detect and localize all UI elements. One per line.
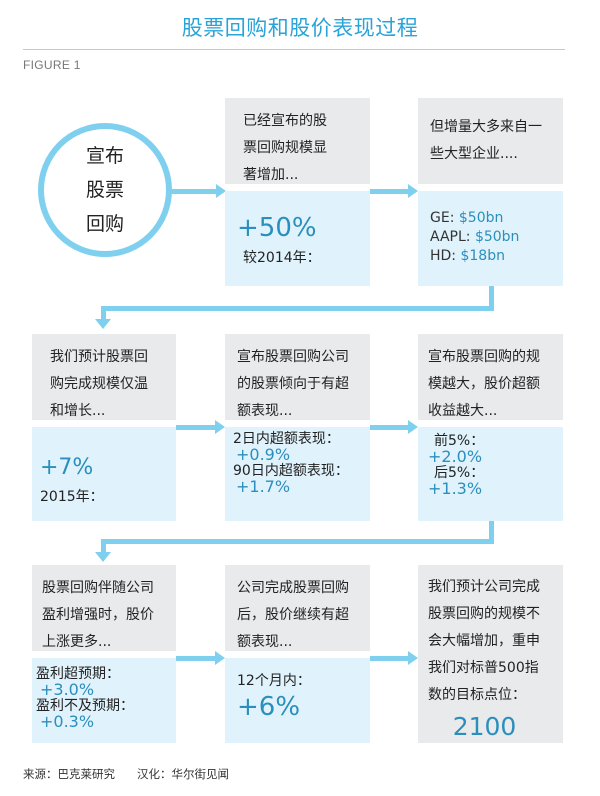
figure-label: FIGURE 1 (23, 58, 81, 72)
step-description-box: 我们预计股票回 购完成规模仅温 和增长... (32, 334, 176, 420)
step-desc-line: 些大型企业.... (430, 146, 518, 162)
step-description-box: 公司完成股票回购 后，股价继续有超 额表现... (225, 565, 370, 651)
step-desc-line: 盈利增强时，股价 (42, 607, 154, 623)
connector-line (370, 189, 408, 194)
connector-line (176, 425, 216, 430)
step-desc-line: 股票回购的规模不 (428, 606, 540, 622)
metric-value: +0.9% (236, 445, 291, 464)
conclusion-box: 我们预计公司完成 股票回购的规模不 会大幅增加，重申 我们对标普500指 数的目… (418, 565, 563, 743)
connector-line (101, 306, 106, 320)
step-desc-line: 额表现... (237, 634, 293, 650)
company-value: $18bn (460, 248, 505, 264)
company-label: AAPL: (430, 229, 475, 245)
step-value-label: 较2014年： (243, 250, 321, 266)
step-desc-line: 购完成规模仅温 (50, 376, 148, 392)
arrow-right-icon (215, 651, 225, 665)
source-footer: 来源：巴克莱研究 汉化：华尔街见闻 (23, 766, 229, 782)
connector-line (166, 189, 216, 194)
step-value-box: 2日内超额表现： +0.9% 90日内超额表现： +1.7% (225, 427, 370, 521)
step-desc-line: 已经宣布的股 (243, 113, 327, 129)
arrow-down-icon (95, 319, 111, 329)
company-label: HD: (430, 248, 461, 264)
step-value-box: +7% 2015年： (32, 427, 176, 521)
step-description-box: 股票回购伴随公司 盈利增强时，股价 上涨更多... (32, 565, 176, 651)
step-desc-line: 和增长... (50, 403, 106, 419)
step-description-box: 宣布股票回购公司 的股票倾向于有超 额表现... (225, 334, 370, 420)
step-desc-line: 宣布股票回购的规 (428, 349, 540, 365)
start-node-line: 股票 (85, 179, 124, 201)
step-desc-line: 会大幅增加，重申 (428, 633, 540, 649)
step-desc-line: 模越大，股价超额 (428, 376, 540, 392)
metric-label: 90日内超额表现： (233, 463, 349, 479)
step-desc-line: 额表现... (237, 403, 293, 419)
metric-value: +1.7% (236, 477, 291, 496)
step-desc-line: 后，股价继续有超 (237, 607, 349, 623)
arrow-right-icon (408, 184, 418, 198)
step-description-box: 但增量大多来自一 些大型企业.... (418, 98, 563, 184)
step-desc-line: 我们对标普500指 (428, 660, 539, 676)
step-value: +50% (237, 213, 317, 243)
step-desc-line: 的股票倾向于有超 (237, 376, 349, 392)
step-value-box: GE: $50bn AAPL: $50bn HD: $18bn (418, 191, 563, 286)
arrow-right-icon (216, 184, 226, 198)
start-node-circle: 宣布 股票 回购 (38, 123, 172, 257)
arrow-down-icon (95, 552, 111, 562)
connector-line (176, 656, 216, 661)
step-value-box: 12个月内： +6% (225, 658, 370, 743)
translation-text: 汉化：华尔街见闻 (137, 767, 229, 781)
diagram-title: 股票回购和股价表现过程 (181, 16, 419, 40)
step-desc-line: 宣布股票回购公司 (237, 349, 349, 365)
source-text: 来源：巴克莱研究 (23, 767, 115, 781)
connector-line (370, 656, 409, 661)
metric-label: 后5%： (434, 465, 485, 481)
metric-value: +0.3% (40, 712, 95, 731)
metric-label: 盈利不及预期： (36, 698, 134, 714)
step-value-box: 盈利超预期： +3.0% 盈利不及预期： +0.3% (32, 658, 176, 743)
step-description-box: 已经宣布的股 票回购规模显 著增加... (225, 98, 370, 184)
metric-value: +2.0% (428, 447, 483, 466)
connector-line (101, 306, 494, 311)
connector-line (489, 286, 494, 310)
step-desc-line: 我们预计股票回 (50, 349, 148, 365)
step-desc-line: 数的目标点位： (428, 687, 526, 703)
step-desc-line: 公司完成股票回购 (237, 580, 349, 596)
step-desc-line: 收益越大... (428, 403, 498, 419)
connector-line (101, 539, 494, 544)
metric-label: 前5%： (434, 433, 485, 449)
arrow-right-icon (408, 651, 418, 665)
step-desc-line: 我们预计公司完成 (428, 579, 540, 595)
step-value: +7% (40, 455, 94, 480)
connector-line (101, 539, 106, 553)
target-value: 2100 (452, 712, 517, 741)
connector-line (370, 425, 409, 430)
step-value-label: 12个月内： (237, 673, 311, 689)
connector-line (489, 521, 494, 543)
title-divider (23, 49, 565, 50)
step-desc-line: 著增加... (243, 167, 299, 183)
step-desc-line: 票回购规模显 (243, 140, 327, 156)
company-item: AAPL: $50bn (430, 228, 551, 247)
step-description-box: 宣布股票回购的规 模越大，股价超额 收益越大... (418, 334, 563, 420)
company-label: GE: (430, 210, 459, 226)
step-value-box: +50% 较2014年： (225, 191, 370, 286)
arrow-right-icon (215, 420, 225, 434)
metric-label: 盈利超预期： (36, 666, 120, 682)
start-node-line: 宣布 (85, 145, 124, 167)
company-value: $50bn (474, 229, 520, 245)
step-desc-line: 但增量大多来自一 (430, 119, 542, 135)
step-value-box: 前5%： +2.0% 后5%： +1.3% (418, 427, 563, 521)
step-value-label: 2015年： (40, 489, 104, 505)
company-item: GE: $50bn (430, 209, 551, 228)
step-desc-line: 上涨更多... (42, 634, 112, 650)
step-desc-line: 股票回购伴随公司 (42, 580, 154, 596)
step-value: +6% (237, 692, 301, 722)
metric-label: 2日内超额表现： (233, 431, 340, 447)
metric-value: +1.3% (428, 479, 483, 498)
metric-value: +3.0% (40, 680, 95, 699)
company-item: HD: $18bn (430, 247, 551, 266)
arrow-right-icon (408, 420, 418, 434)
company-value: $50bn (458, 210, 504, 226)
start-node-line: 回购 (85, 213, 124, 235)
